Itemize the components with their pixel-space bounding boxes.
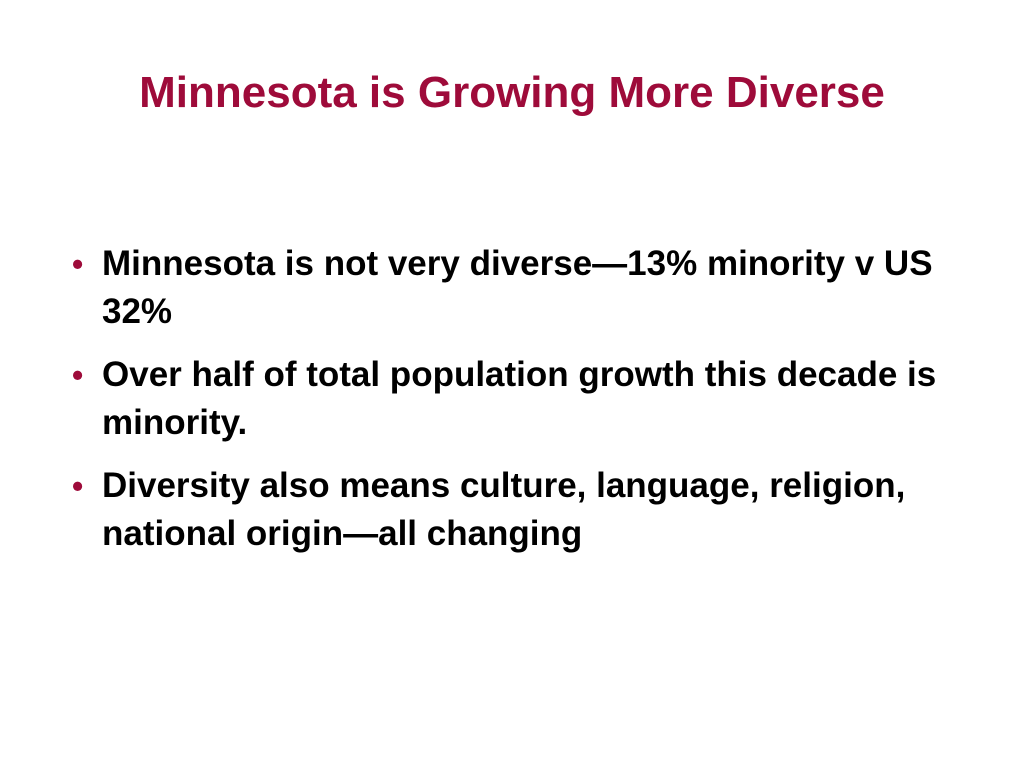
bullet-dot: • (72, 468, 84, 504)
bullet-item: • Diversity also means culture, language,… (72, 462, 952, 558)
bullet-dot: • (72, 357, 84, 393)
bullet-list: • Minnesota is not very diverse—13% minor… (72, 240, 952, 573)
bullet-text: Over half of total population growth thi… (102, 355, 937, 442)
bullet-dot: • (72, 246, 84, 282)
bullet-item: • Over half of total population growth th… (72, 351, 952, 447)
bullet-item: • Minnesota is not very diverse—13% minor… (72, 240, 952, 336)
bullet-text: Diversity also means culture, language, … (102, 466, 906, 553)
slide-title: Minnesota is Growing More Diverse (139, 68, 885, 117)
bullet-text: Minnesota is not very diverse—13% minori… (102, 244, 933, 331)
